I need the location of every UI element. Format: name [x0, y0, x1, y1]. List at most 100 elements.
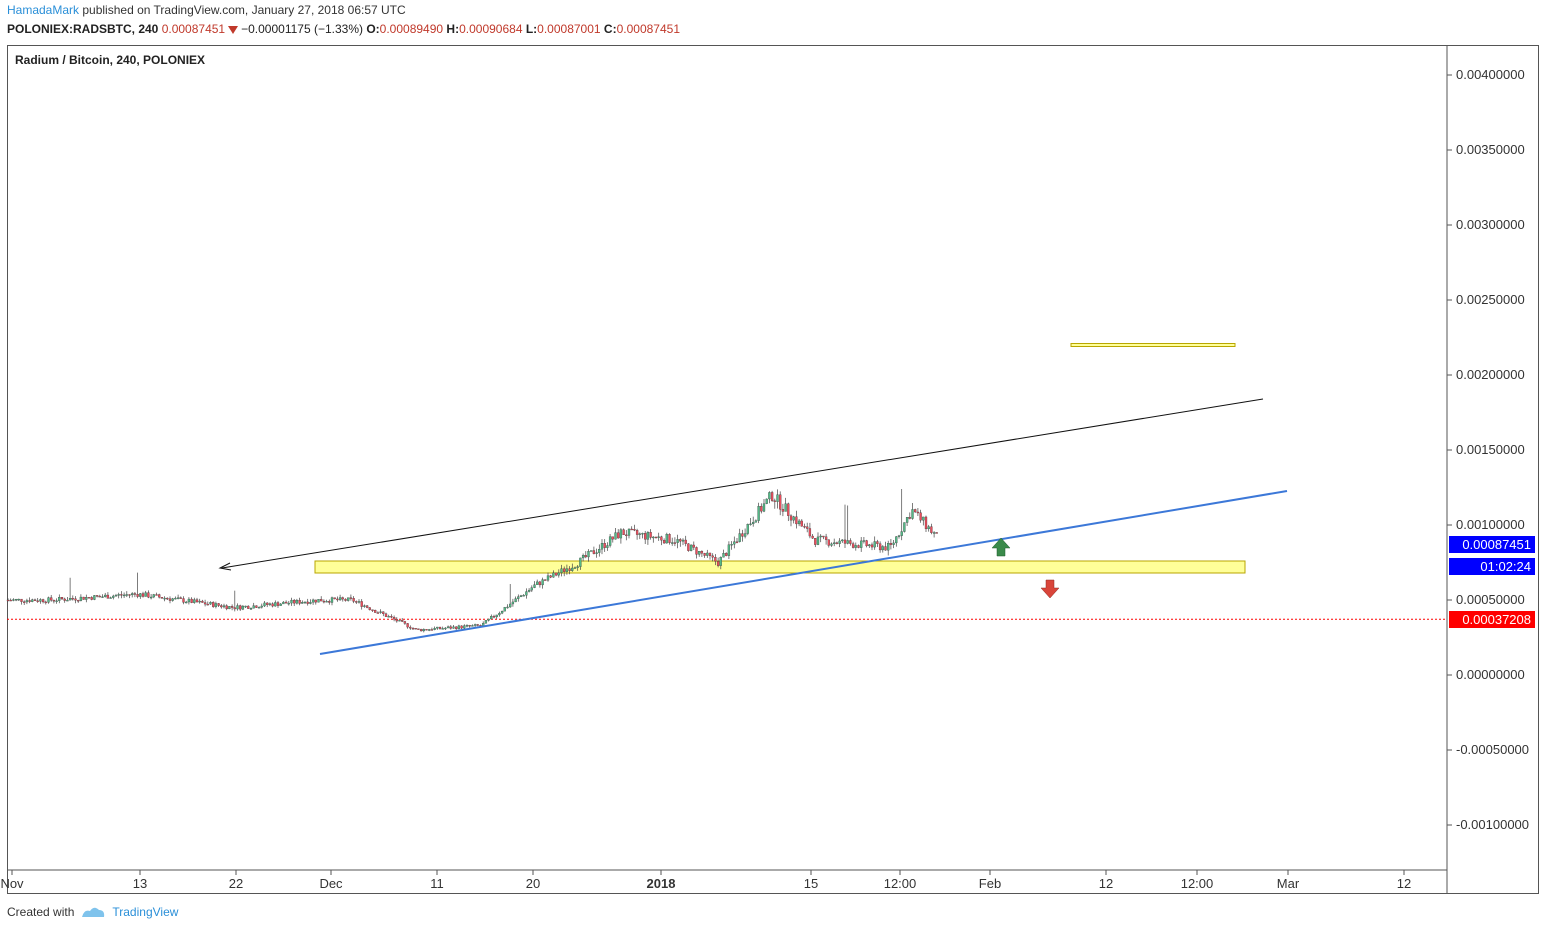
countdown-tag: 01:02:24	[1449, 558, 1535, 575]
candle-body	[525, 591, 528, 596]
candle-body	[876, 541, 879, 544]
candle-body	[449, 626, 452, 629]
candle-body	[436, 626, 439, 629]
candle-body	[368, 607, 371, 610]
candle-body	[63, 598, 66, 601]
candle-body	[128, 594, 131, 596]
x-tick-label: 11	[430, 876, 444, 891]
candle-body	[552, 572, 555, 578]
candle-body	[617, 532, 620, 539]
candle-body	[725, 553, 728, 556]
up-arrow-icon	[991, 537, 1011, 557]
candle-body	[117, 594, 120, 596]
candle-body	[20, 598, 23, 602]
candle-body	[136, 593, 139, 597]
candle-body	[843, 539, 847, 544]
candle-body	[201, 600, 204, 603]
candle-body	[336, 598, 339, 601]
candle-body	[549, 575, 552, 578]
candle-body	[881, 546, 884, 551]
candle-body	[193, 599, 196, 603]
tradingview-logo-icon	[82, 907, 105, 917]
candle-body	[644, 533, 647, 540]
candle-body	[125, 594, 128, 596]
candle-body	[12, 599, 15, 601]
candle-body	[822, 535, 825, 538]
candle-body	[722, 553, 725, 558]
candle-body	[932, 532, 936, 534]
candle-body	[195, 599, 199, 603]
candle-body	[160, 597, 164, 599]
candle-body	[406, 623, 409, 628]
candle-body	[770, 492, 774, 501]
candle-body	[757, 506, 760, 521]
candle-body	[606, 545, 609, 548]
candle-body	[465, 625, 469, 627]
candle-body	[322, 600, 326, 603]
candle-body	[914, 509, 917, 513]
candle-body	[376, 612, 380, 614]
candle-body	[471, 625, 474, 627]
red-line-price-tag: 0.00037208	[1449, 611, 1535, 628]
candle-body	[185, 601, 188, 604]
candle-body	[333, 597, 336, 600]
candle-body	[60, 597, 64, 600]
candle-body	[878, 543, 882, 551]
candle-body	[500, 611, 504, 614]
candle-body	[131, 593, 134, 596]
candle-body	[711, 555, 714, 558]
candle-body	[39, 599, 42, 602]
candle-body	[781, 509, 785, 512]
candle-body	[522, 595, 525, 597]
candle-body	[657, 536, 660, 538]
candle-body	[800, 520, 803, 527]
x-tick-label: 2018	[647, 876, 676, 891]
candle-body	[560, 568, 563, 573]
x-tick-label: Feb	[979, 876, 1001, 891]
candle-body	[895, 536, 898, 544]
candle-body	[603, 543, 606, 548]
candle-body	[900, 531, 903, 536]
y-tick-label: 0.00000000	[1456, 667, 1525, 682]
candle-body	[141, 593, 145, 597]
high-value: 0.00090684	[459, 22, 523, 36]
candle-body	[330, 597, 334, 603]
candle-body	[795, 516, 798, 525]
candle-body	[903, 522, 906, 532]
candle-body	[814, 538, 817, 545]
low-label: L:	[525, 22, 538, 36]
candle-body	[787, 503, 790, 516]
trendline-arrowhead-icon	[218, 562, 232, 571]
candle-body	[708, 552, 712, 556]
candle-body	[260, 605, 263, 608]
author-link[interactable]: HamadaMark	[7, 3, 80, 17]
candle-body	[849, 540, 852, 544]
candle-body	[741, 533, 744, 537]
chart-frame[interactable]	[7, 45, 1539, 894]
candle-body	[401, 619, 404, 622]
publish-info: HamadaMark published on TradingView.com,…	[7, 3, 406, 17]
candle-body	[519, 595, 523, 597]
candle-body	[36, 600, 39, 602]
candle-body	[182, 598, 185, 603]
candle-body	[568, 568, 571, 571]
candle-body	[68, 598, 72, 601]
candle-body	[652, 536, 655, 539]
y-tick-label: 0.00050000	[1456, 592, 1525, 607]
candle-body	[536, 581, 539, 585]
candle-body	[328, 601, 331, 603]
blue-trendline	[319, 490, 1288, 655]
candle-body	[419, 629, 423, 632]
tradingview-link[interactable]: TradingView	[112, 905, 179, 919]
candle-body	[41, 599, 45, 603]
candle-body	[365, 605, 369, 608]
candle-body	[768, 492, 771, 500]
candle-body	[789, 515, 793, 521]
candle-body	[66, 599, 69, 602]
candle-body	[244, 605, 247, 608]
candle-body	[554, 572, 558, 576]
x-tick-label: 12	[1397, 876, 1411, 891]
last-price: 0.00087451	[161, 22, 226, 36]
candle-body	[584, 555, 587, 558]
